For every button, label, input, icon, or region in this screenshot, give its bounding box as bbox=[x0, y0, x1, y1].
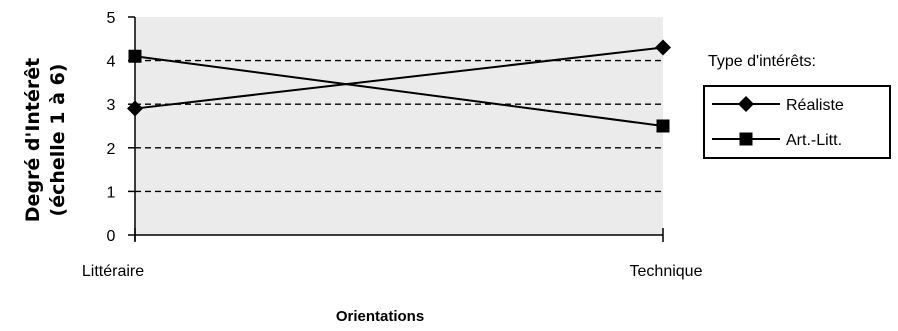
y-tick-label: 4 bbox=[107, 54, 116, 71]
legend-label: Réaliste bbox=[786, 97, 844, 114]
x-tick-labels: Littéraire Technique bbox=[82, 263, 703, 280]
data-point-diamond bbox=[655, 39, 671, 56]
y-tick-label: 5 bbox=[107, 10, 116, 27]
legend-marker-diamond bbox=[738, 96, 754, 112]
axes bbox=[128, 16, 664, 242]
y-tick-label: 0 bbox=[107, 228, 116, 245]
series-lines bbox=[127, 39, 671, 133]
y-tick-label: 2 bbox=[107, 141, 116, 158]
legend: Réaliste Art.-Litt. bbox=[703, 85, 891, 159]
data-point-diamond bbox=[127, 100, 143, 117]
gridlines bbox=[135, 59, 663, 193]
legend-box bbox=[703, 85, 891, 159]
data-point-square bbox=[128, 49, 142, 63]
y-axis-label-line1: Degré d'Intérêt bbox=[22, 58, 44, 222]
data-point-square bbox=[656, 119, 670, 133]
series-line-diamond bbox=[134, 46, 664, 110]
x-tick-label: Technique bbox=[630, 263, 703, 280]
y-axis-label-line2: (échelle 1 à 6) bbox=[47, 64, 69, 217]
legend-marker-square bbox=[739, 132, 753, 146]
series-line-square bbox=[134, 55, 664, 127]
plot-area bbox=[135, 17, 663, 235]
y-tick-labels: 0 1 2 3 4 5 bbox=[107, 10, 116, 245]
legend-title: Type d'intérêts: bbox=[708, 53, 816, 70]
legend-label: Art.-Litt. bbox=[786, 132, 842, 149]
x-axis-label: Orientations bbox=[336, 308, 424, 325]
x-tick-label: Littéraire bbox=[82, 263, 144, 280]
y-tick-label: 1 bbox=[107, 184, 116, 201]
y-tick-label: 3 bbox=[107, 97, 116, 114]
